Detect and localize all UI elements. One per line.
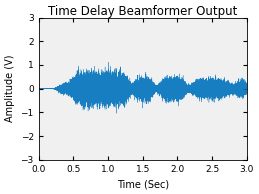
- Title: Time Delay Beamformer Output: Time Delay Beamformer Output: [48, 5, 238, 18]
- Y-axis label: Amplitude (V): Amplitude (V): [5, 55, 15, 122]
- X-axis label: Time (Sec): Time (Sec): [117, 179, 169, 189]
